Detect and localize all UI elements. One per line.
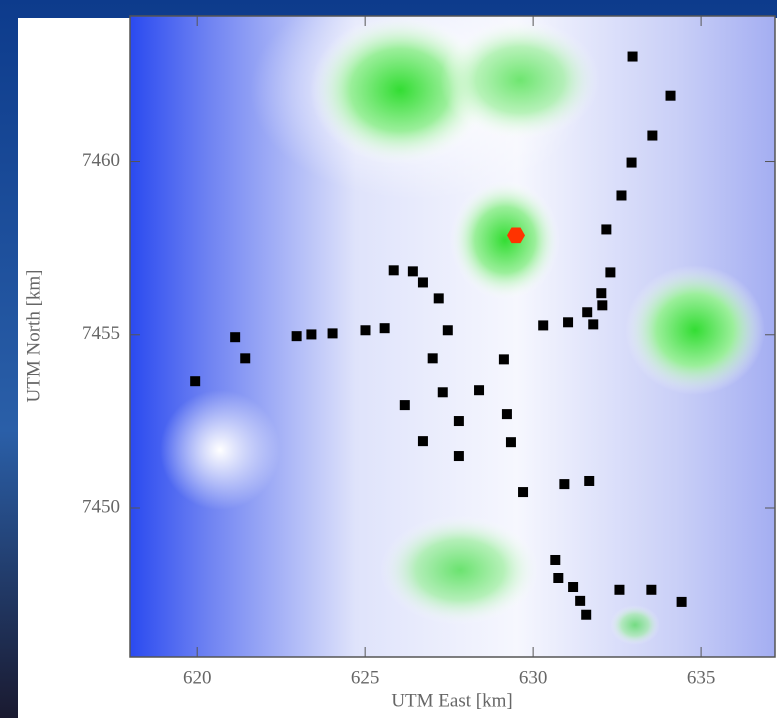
station (553, 573, 563, 583)
x-axis-label: UTM East [km] (391, 690, 512, 711)
station (502, 409, 512, 419)
station (428, 353, 438, 363)
station (418, 277, 428, 287)
station (443, 325, 453, 335)
station (628, 52, 638, 62)
slide: UTM East [km] UTM North [km] 620 625 630 63… (0, 0, 777, 718)
station (389, 265, 399, 275)
x-tick-label: 630 (519, 667, 548, 688)
station (454, 416, 464, 426)
station (559, 479, 569, 489)
station (292, 331, 302, 341)
station (499, 354, 509, 364)
station (666, 91, 676, 101)
station (240, 353, 250, 363)
station (614, 585, 624, 595)
station (563, 317, 573, 327)
station (418, 436, 428, 446)
station (596, 288, 606, 298)
station (518, 487, 528, 497)
station (646, 585, 656, 595)
station (306, 329, 316, 339)
station (538, 320, 548, 330)
station (575, 596, 585, 606)
y-tick-label: 7455 (82, 323, 120, 344)
station (601, 224, 611, 234)
station (190, 376, 200, 386)
station (400, 400, 410, 410)
y-tick-label: 7460 (82, 150, 120, 171)
station (582, 307, 592, 317)
station (647, 131, 657, 141)
station (328, 328, 338, 338)
station (605, 267, 615, 277)
station (474, 385, 484, 395)
station (627, 158, 637, 168)
station (380, 323, 390, 333)
station (230, 332, 240, 342)
station (584, 476, 594, 486)
station (550, 555, 560, 565)
station (434, 293, 444, 303)
station (454, 451, 464, 461)
x-tick-label: 620 (183, 667, 212, 688)
station (597, 300, 607, 310)
station (438, 387, 448, 397)
station (408, 266, 418, 276)
y-tick-label: 7450 (82, 496, 120, 517)
station (581, 610, 591, 620)
x-tick-label: 635 (687, 667, 716, 688)
station (588, 319, 598, 329)
x-tick-label: 625 (351, 667, 380, 688)
station (506, 437, 516, 447)
y-axis-label: UTM North [km] (23, 270, 44, 403)
station (360, 325, 370, 335)
station (677, 597, 687, 607)
station (616, 190, 626, 200)
station (568, 582, 578, 592)
